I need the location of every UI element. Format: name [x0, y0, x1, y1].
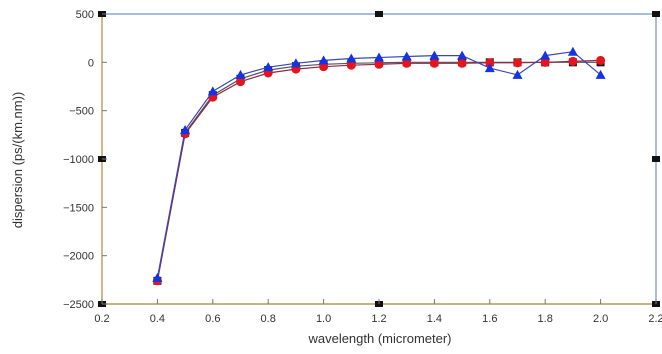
frame-handle-marker	[375, 11, 383, 17]
y-tick-label: −1000	[63, 154, 94, 166]
data-point-triangle	[512, 69, 523, 79]
data-point-circle	[402, 58, 412, 68]
data-point-triangle	[484, 63, 495, 73]
data-point-triangle	[429, 50, 440, 60]
x-tick-label: 0.6	[205, 313, 220, 325]
y-tick-label: −1500	[63, 202, 94, 214]
x-tick-label: 0.4	[150, 313, 165, 325]
series-triangle	[152, 46, 606, 282]
axis-ticks: 0.2 0.4 0.6 0.8 1.0 1.2 1.4 1.6 1.8 2.0 2.2 500 0 −50…	[63, 9, 662, 325]
data-point-circle	[319, 62, 329, 72]
data-point-triangle	[318, 55, 329, 65]
data-point-circle	[457, 58, 467, 68]
data-point-triangle	[346, 53, 357, 63]
x-tick-label: 2.2	[648, 313, 662, 325]
data-point-triangle	[540, 50, 551, 60]
y-tick-label: 500	[76, 9, 94, 21]
x-tick-label: 0.2	[94, 313, 109, 325]
data-point-triangle	[152, 272, 163, 282]
data-point-triangle	[207, 86, 218, 96]
data-point-triangle	[401, 51, 412, 61]
y-tick-label: −2500	[63, 299, 94, 311]
data-point-triangle	[567, 46, 578, 56]
data-point-triangle	[595, 69, 606, 79]
data-point-triangle	[235, 69, 246, 79]
data-point-triangle	[457, 50, 468, 60]
series-layer	[152, 46, 606, 286]
y-axis-label: dispersion (ps/(km.nm))	[10, 92, 25, 229]
x-tick-label: 1.4	[427, 313, 442, 325]
series-line-triangle	[156, 51, 601, 279]
data-point-circle	[540, 57, 550, 67]
frame-handle-marker	[652, 156, 660, 162]
data-point-triangle	[290, 58, 301, 68]
x-tick-label: 1.2	[371, 313, 386, 325]
x-axis-label: wavelength (micrometer)	[307, 331, 451, 346]
x-tick-label: 2.0	[593, 313, 608, 325]
data-point-triangle	[180, 125, 191, 134]
data-point-circle	[568, 56, 578, 66]
data-point-circle	[485, 58, 495, 68]
y-tick-label: −500	[69, 106, 94, 118]
data-point-circle	[429, 58, 439, 68]
data-point-circle	[513, 58, 522, 68]
data-point-triangle	[263, 62, 274, 72]
x-tick-label: 0.8	[261, 313, 276, 325]
data-point-circle	[236, 77, 245, 87]
y-tick-label: 0	[88, 57, 94, 69]
x-tick-label: 1.0	[316, 313, 331, 325]
series-line-square	[156, 61, 601, 281]
series-circle	[152, 55, 606, 286]
frame-handle-marker	[652, 11, 660, 17]
data-point-circle	[374, 59, 384, 69]
series-line-circle	[156, 59, 601, 281]
x-tick-label: 1.8	[538, 313, 553, 325]
data-point-circle	[346, 60, 356, 70]
x-tick-label: 1.6	[482, 313, 497, 325]
data-point-circle	[596, 55, 606, 65]
y-tick-label: −2000	[63, 251, 94, 263]
data-point-triangle	[374, 52, 384, 62]
